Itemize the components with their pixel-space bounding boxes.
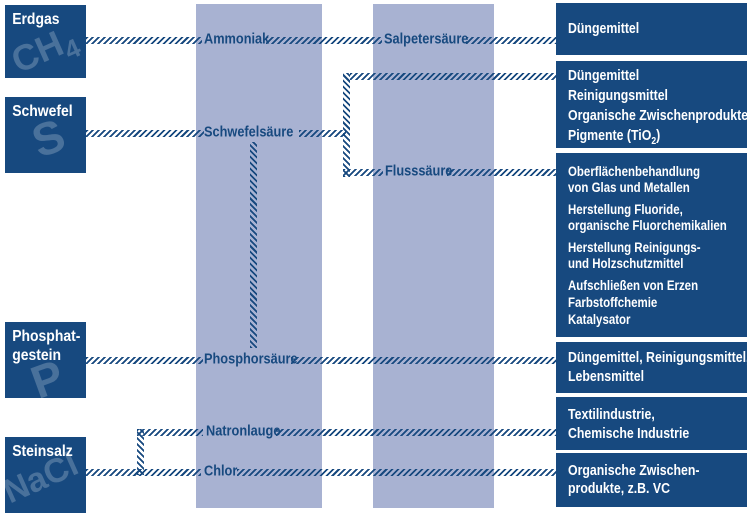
product-box-natronlauge-products: Textilindustrie, Chemische Industrie bbox=[556, 397, 747, 450]
connector-schwefel-schwefelsaeure bbox=[86, 130, 204, 137]
product-text-group: Herstellung Fluoride, organische Fluorche… bbox=[568, 202, 727, 233]
connector-branch-vertical bbox=[343, 73, 350, 177]
product-box-chlor-products: Organische Zwischen- produkte, z.B. VC bbox=[556, 453, 747, 507]
label-salpetersaeure: Salpetersäure bbox=[384, 31, 469, 48]
raw-material-box-erdgas: Erdgas CH4 bbox=[5, 5, 86, 78]
connector-flusssaeure-products bbox=[447, 169, 556, 176]
raw-material-label: Phosphat- bbox=[12, 328, 81, 345]
product-text: Düngemittel, Reinigungsmittel, bbox=[568, 350, 747, 366]
product-text: Düngemittel bbox=[568, 68, 640, 84]
label-phosphorsaeure: Phosphorsäure bbox=[204, 351, 298, 368]
connector-ammoniak-salpetersaeure bbox=[266, 37, 382, 44]
raw-material-label: Steinsalz bbox=[12, 443, 73, 460]
connector-steinsalz-chlor bbox=[86, 469, 201, 476]
product-text-group: Aufschließen von Erzen bbox=[568, 278, 699, 293]
connector-salpetersaeure-duengemittel bbox=[466, 37, 556, 44]
product-text: Düngemittel bbox=[568, 21, 640, 37]
raw-material-label: Erdgas bbox=[12, 11, 60, 28]
product-box-phosphorsaeure-products: Düngemittel, Reinigungsmittel, Lebensmit… bbox=[556, 342, 747, 393]
connector-phosphorsaeure-products bbox=[291, 357, 556, 364]
connector-erdgas-ammoniak bbox=[86, 37, 202, 44]
product-text: Organische Zwischenprodukte bbox=[568, 108, 747, 124]
product-text: Organische Zwischen- bbox=[568, 463, 700, 479]
label-ammoniak: Ammoniak bbox=[204, 31, 270, 48]
connector-phosphatgestein-phosphorsaeure bbox=[86, 357, 203, 364]
product-text-group: Herstellung Reinigungs-und Holzschutzmit… bbox=[568, 240, 701, 271]
product-text: Chemische Industrie bbox=[568, 426, 690, 442]
product-text: Lebensmittel bbox=[568, 369, 645, 385]
raw-material-box-schwefel: Schwefel S bbox=[5, 97, 86, 173]
label-chlor: Chlor bbox=[204, 463, 238, 480]
raw-material-label: Schwefel bbox=[12, 103, 73, 120]
product-text-formula: Pigmente (TiO2) bbox=[568, 128, 661, 147]
connector-schwefelsaeure-phosphorsaeure bbox=[250, 142, 257, 348]
connector-chlor-products bbox=[237, 469, 556, 476]
connector-natronlauge-left bbox=[137, 429, 203, 436]
product-box-flusssaeure-products: Oberflächenbehandlung von Glas und Metall… bbox=[556, 153, 747, 337]
product-box-duengemittel: Düngemittel bbox=[556, 3, 747, 55]
label-natronlauge: Natronlauge bbox=[206, 423, 281, 440]
product-text: produkte, z.B. VC bbox=[568, 481, 671, 497]
connector-branch-flusssaeure bbox=[343, 169, 383, 176]
process-band-1 bbox=[196, 4, 322, 508]
product-text: Reinigungsmittel bbox=[568, 88, 668, 104]
raw-material-label: gestein bbox=[12, 347, 62, 364]
connector-steinsalz-natronlauge-vertical bbox=[137, 429, 144, 475]
product-text: Textilindustrie, bbox=[568, 407, 655, 423]
product-text-group: Katalysator bbox=[568, 312, 631, 327]
raw-material-box-phosphatgestein: Phosphat- gestein P bbox=[5, 322, 86, 398]
connector-natronlauge-products bbox=[276, 429, 556, 436]
product-text-group: Farbstoffchemie bbox=[568, 295, 658, 310]
product-text-group: Oberflächenbehandlung von Glas und Metall… bbox=[568, 164, 700, 195]
product-box-schwefelsaeure-products: Düngemittel Reinigungsmittel Organische … bbox=[556, 61, 747, 148]
label-schwefelsaeure: Schwefelsäure bbox=[204, 124, 294, 141]
raw-material-box-steinsalz: Steinsalz NaCl bbox=[5, 437, 86, 513]
label-flusssaeure: Flusssäure bbox=[385, 163, 453, 180]
connector-schwefelsaeure-branch bbox=[299, 130, 346, 137]
process-band-2 bbox=[373, 4, 494, 508]
connector-branch-products bbox=[350, 73, 556, 80]
